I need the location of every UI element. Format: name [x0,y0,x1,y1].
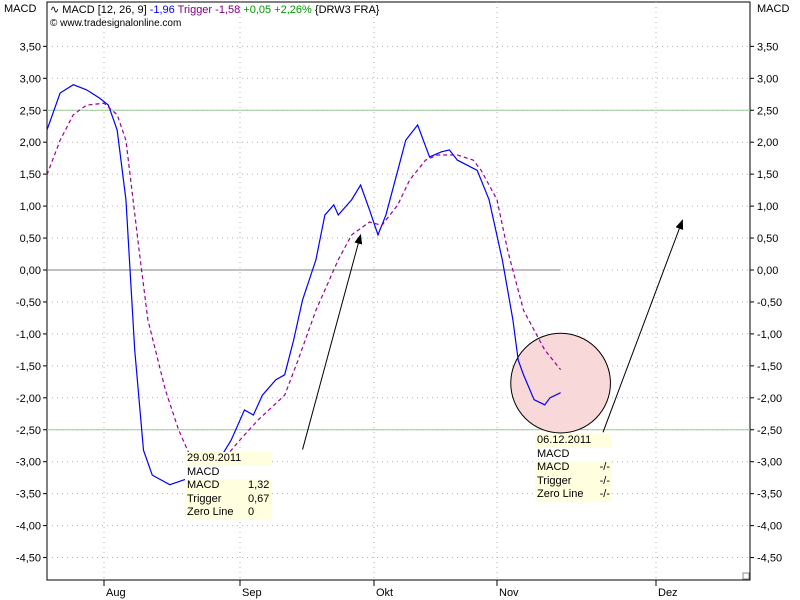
tooltip-date: 06.12.2011 [537,434,592,446]
x-tick-label: Nov [499,587,519,599]
row-value: 0 [248,506,255,518]
y-tick-label-right: 2,50 [757,105,778,117]
trend-arrow [302,233,363,450]
y-tick-label-left: -2,00 [16,393,41,405]
row-label: MACD [187,479,220,491]
change-percent: +2,26% [274,4,312,16]
indicator-name: MACD [12, 26, 9] [62,4,147,16]
y-tick-label-left: -1,00 [16,329,41,341]
panel-label-left: MACD [4,3,37,15]
y-tick-label-left: 0,50 [20,233,41,245]
x-tick-label: Okt [376,587,393,599]
tooltip-date: 29.09.2011 [187,452,242,464]
y-tick-label-right: -4,50 [757,553,782,565]
y-tick-label-right: 1,00 [757,201,778,213]
y-tick-label-left: -1,50 [16,361,41,373]
y-tick-label-left: -4,00 [16,521,41,533]
trend-arrow [602,219,684,433]
y-tick-label-right: 3,00 [757,73,778,85]
tooltip-title: MACD [185,465,272,479]
copyright: © www.tradesignalonline.com [50,18,182,29]
y-tick-label-left: -0,50 [16,297,41,309]
y-tick-label-right: 2,00 [757,137,778,149]
row-label: Zero Line [537,488,584,500]
wave-icon: ∿ [50,4,60,16]
tooltip-row: Zero Line -/- [535,488,612,502]
y-tick-label-right: -3,00 [757,457,782,469]
y-tick-label-right: 1,50 [757,169,778,181]
row-value: -/- [599,461,610,473]
macd-value: -1,96 [149,4,175,16]
symbol: {DRW3 FRA} [314,4,380,16]
y-tick-label-right: -4,00 [757,521,782,533]
y-tick-label-right: -0,50 [757,297,782,309]
row-value: -/- [599,488,610,500]
y-tick-label-right: -2,00 [757,393,782,405]
tooltip-title: MACD [535,447,612,461]
row-value: -/- [599,474,610,487]
y-tick-label-left: 2,50 [20,105,41,117]
x-tick-label: Aug [106,587,126,599]
y-tick-label-right: -3,50 [757,489,782,501]
y-tick-label-right: 3,50 [757,41,778,53]
y-tick-label-left: 3,50 [20,41,41,53]
tooltip-06-12-2011: 06.12.2011 MACD MACD -/- Trigger -/- Zero … [535,434,612,502]
y-tick-label-left: 1,50 [20,169,41,181]
y-tick-label-left: 2,00 [20,137,41,149]
macd-line [46,84,561,486]
change-value: +0,05 [243,4,272,16]
chart-header: ∿ MACD [12, 26, 9] -1,96 Trigger -1,58 +… [50,3,379,16]
tooltip-29-09-2011: 29.09.2011 MACD MACD 1,32 Trigger 0,67 Zer… [185,452,272,520]
y-tick-label-right: -2,50 [757,425,782,437]
y-tick-label-right: -1,50 [757,361,782,373]
tooltip-row: Trigger 0,67 [185,493,272,507]
trigger-line [46,102,562,469]
resize-grip-icon [742,572,750,580]
y-tick-label-left: 0,00 [20,265,41,277]
y-tick-label-right: 0,50 [757,233,778,245]
row-value: 0,67 [248,492,270,505]
y-tick-label-left: 3,00 [20,73,41,85]
x-tick-label: Dez [658,587,678,599]
y-tick-label-right: 0,00 [757,265,778,277]
row-label: Zero Line [187,506,234,518]
y-tick-label-left: -2,50 [16,425,41,437]
panel-label-right: MACD [757,3,790,15]
row-label: MACD [537,461,570,473]
y-tick-label-left: -3,50 [16,489,41,501]
tooltip-row: Trigger -/- [535,475,612,489]
y-tick-label-right: -1,00 [757,329,782,341]
row-label: Trigger [187,492,222,505]
highlight-circle [510,332,611,434]
tooltip-row: MACD 1,32 [185,479,272,493]
trigger-value: -1,58 [215,4,241,16]
tooltip-row: MACD -/- [535,461,612,475]
y-tick-label-left: 1,00 [20,201,41,213]
y-tick-label-left: -3,00 [16,457,41,469]
row-value: 1,32 [248,479,270,491]
tooltip-row: Zero Line 0 [185,506,272,520]
plot-area [46,1,751,581]
y-tick-label-left: -4,50 [16,553,41,565]
trigger-label: Trigger [177,4,213,16]
x-tick-label: Sep [242,587,262,599]
row-label: Trigger [537,474,572,487]
